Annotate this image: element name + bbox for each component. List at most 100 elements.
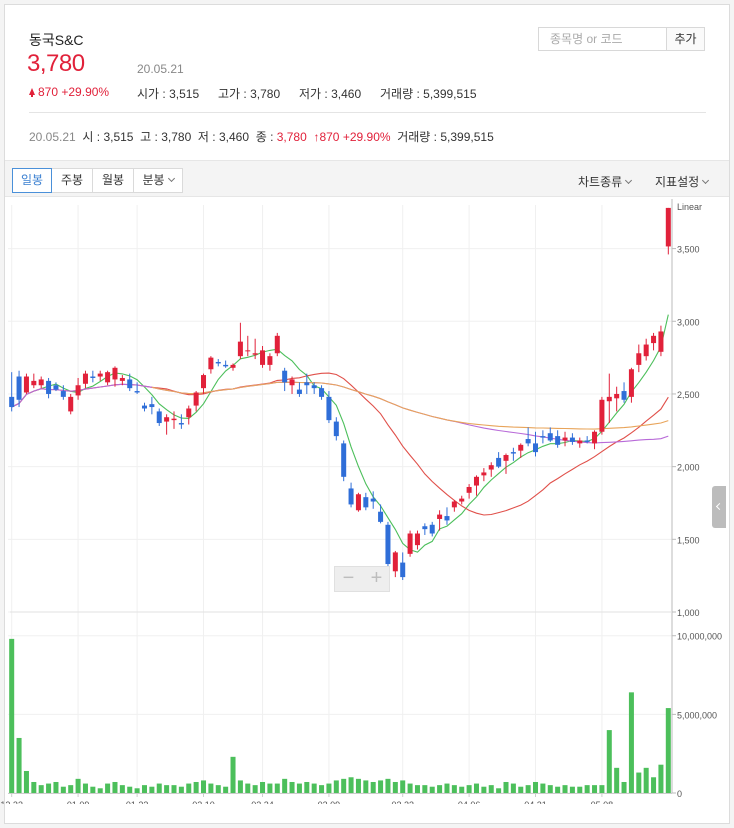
candle-body: [223, 364, 229, 367]
candle-body: [503, 455, 509, 461]
date-tick-label: 05.08: [591, 800, 614, 804]
candle-body: [378, 511, 384, 522]
volume-bar: [141, 785, 147, 793]
volume-bar: [75, 778, 81, 793]
volume-bar: [621, 781, 627, 793]
tab-minute[interactable]: 분봉: [133, 168, 183, 193]
volume-bar: [31, 781, 37, 793]
volume-bar: [223, 786, 229, 793]
volume-bar: [171, 785, 177, 793]
volume-bar: [341, 778, 347, 793]
summary-low: 저가 : 3,460: [299, 87, 362, 101]
candle-body: [186, 408, 192, 418]
candle-body: [658, 331, 664, 352]
price-tick-label: 2,500: [677, 390, 700, 400]
candle-body: [23, 376, 29, 393]
chart-type-menu[interactable]: 차트종류: [578, 173, 633, 190]
candle-body: [215, 361, 221, 364]
volume-bar: [296, 783, 302, 793]
candle-body: [348, 488, 354, 505]
candle-body: [414, 533, 420, 546]
candle-body: [112, 367, 118, 380]
candle-body: [636, 353, 642, 365]
volume-bar: [577, 786, 583, 793]
detail-low-label: 저: [197, 130, 209, 144]
candle-body: [429, 524, 435, 534]
candle-body: [459, 498, 465, 502]
up-arrow-icon: [29, 88, 35, 97]
stock-chart[interactable]: 1,000 1,500 2,000 2,500 3,000 3,500 Linear 0 5,0…: [0, 192, 734, 804]
candle-body: [392, 552, 398, 572]
candle-body: [304, 382, 310, 386]
indicator-settings-menu[interactable]: 지표설정: [655, 173, 710, 190]
volume-bar: [134, 788, 140, 793]
volume-bar: [215, 785, 221, 793]
volume-bar: [451, 785, 457, 793]
change-value: 870: [38, 85, 59, 99]
volume-bar: [628, 692, 634, 793]
candle-body: [496, 457, 502, 467]
candle-body: [193, 392, 199, 406]
candle-body: [311, 385, 317, 389]
price-tick-label: 2,000: [677, 463, 700, 473]
candle-body: [149, 404, 155, 408]
candle-body: [488, 465, 494, 470]
detail-high-label: 고: [140, 130, 152, 144]
search-input[interactable]: [539, 28, 666, 50]
volume-bar: [230, 756, 236, 793]
volume-label: 거래량: [380, 87, 414, 101]
volume-bar: [540, 783, 546, 793]
date-tick-label: 01.23: [126, 800, 149, 804]
volume-bar: [156, 783, 162, 793]
volume-bar: [119, 785, 125, 793]
candle-body: [178, 423, 184, 425]
zoom-out-button[interactable]: −: [342, 567, 355, 589]
candle-body: [156, 411, 162, 424]
volume-bar: [274, 783, 280, 793]
zoom-in-button[interactable]: +: [370, 567, 383, 589]
candle-body: [606, 396, 612, 402]
header-divider: [29, 112, 706, 113]
chart-type-label: 차트종류: [578, 175, 623, 189]
volume-bar: [60, 786, 66, 793]
volume-tick-label: 10,000,000: [677, 632, 722, 642]
volume-bar: [658, 764, 664, 793]
low-value: 3,460: [331, 87, 362, 101]
add-button[interactable]: 추가: [667, 27, 705, 51]
volume-bar: [16, 737, 22, 793]
volume-bar: [592, 785, 598, 793]
candle-body: [341, 443, 347, 477]
detail-low: 3,460: [218, 130, 250, 144]
price-tick-label: 1,000: [677, 608, 700, 618]
candle-body: [481, 472, 487, 476]
volume-bar: [201, 780, 207, 793]
volume-bar: [333, 780, 339, 793]
tab-daily[interactable]: 일봉: [12, 168, 52, 193]
volume-bar: [569, 786, 575, 793]
candle-body: [201, 375, 207, 389]
chevron-down-icon: [625, 176, 633, 185]
stock-name: 동국S&C: [29, 32, 84, 48]
candle-body: [267, 356, 273, 365]
volume-tick-label: 5,000,000: [677, 710, 717, 720]
volume-bar: [444, 783, 450, 793]
date-tick-label: 12.23: [0, 800, 23, 804]
detail-volume: 5,399,515: [440, 130, 494, 144]
low-label: 저가: [299, 87, 322, 101]
candle-detail-row: 20.05.21 시 : 3,515 고 : 3,780 저 : 3,460 종…: [29, 130, 494, 144]
date-tick-label: 03.23: [391, 800, 414, 804]
ma-60-line: [11, 381, 669, 444]
volume-bar: [562, 785, 568, 793]
tab-minute-label: 분봉: [142, 173, 165, 187]
volume-bar: [304, 781, 310, 793]
candle-body: [407, 533, 413, 554]
tab-weekly[interactable]: 주봉: [51, 168, 93, 193]
tab-monthly[interactable]: 월봉: [92, 168, 134, 193]
volume-bar: [429, 786, 435, 793]
volume-bar: [355, 778, 361, 793]
candle-body: [90, 376, 96, 378]
volume-bar: [533, 781, 539, 793]
side-panel-toggle[interactable]: [712, 486, 726, 528]
candle-body: [385, 524, 391, 565]
candle-body: [355, 494, 361, 511]
